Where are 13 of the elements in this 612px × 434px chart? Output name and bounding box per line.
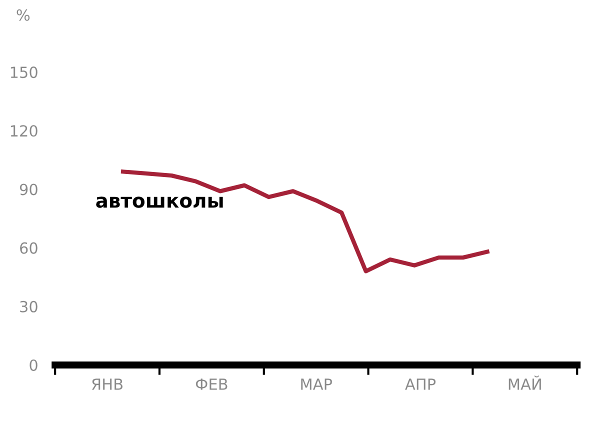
y-tick-label: 150	[10, 66, 38, 78]
y-tick-label: 90	[20, 184, 38, 196]
y-axis-title: %	[16, 9, 30, 21]
y-tick-label: 30	[20, 300, 38, 312]
text: АПР	[405, 378, 436, 390]
text: ЯНВ	[92, 378, 122, 390]
y-tick-label: 60	[20, 242, 38, 254]
y-tick-label: 0	[30, 359, 38, 372]
text: ФЕВ	[196, 378, 228, 390]
series-label: автошколы	[96, 196, 223, 208]
text: МАР	[301, 378, 332, 390]
y-tick-label: 120	[10, 125, 38, 137]
text: МАЙ	[508, 376, 541, 390]
